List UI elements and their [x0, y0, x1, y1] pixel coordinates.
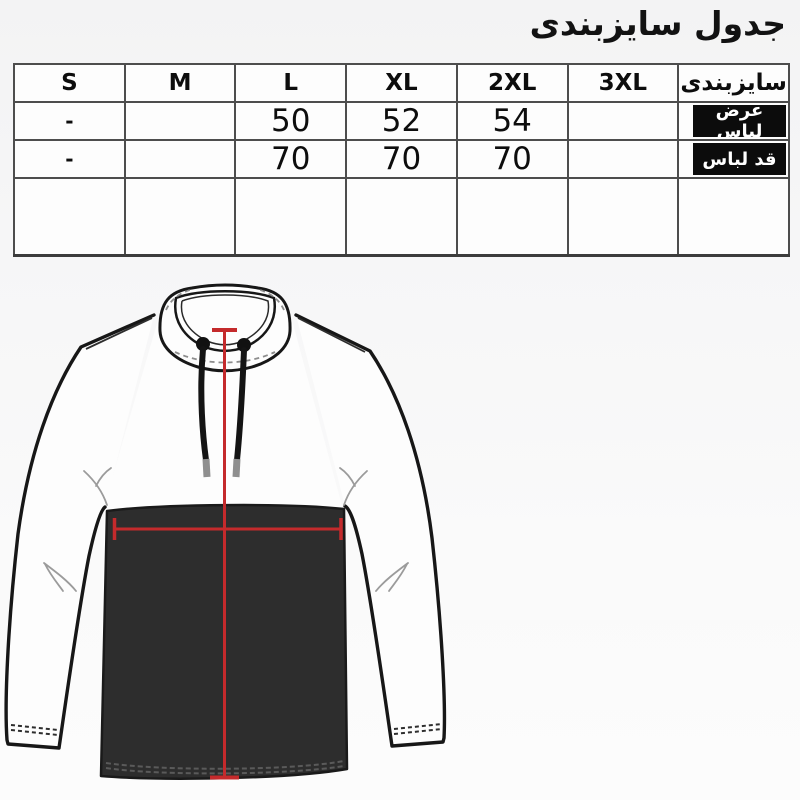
cell-length-xl: 70: [345, 139, 458, 179]
row-label-garment-length: قد لباس: [693, 143, 786, 175]
cell-width-s: -: [13, 101, 126, 141]
cell-width-xl: 52: [345, 101, 458, 141]
cell-width-l: 50: [234, 101, 348, 141]
col-header-sizing: سایزبندی: [677, 63, 790, 103]
cell-width-label: عرض لباس: [677, 101, 790, 141]
col-header-3xl: 3XL: [566, 63, 680, 103]
page-title: جدول سایزبندی: [529, 4, 786, 43]
cell-length-label: قد لباس: [677, 139, 790, 179]
cell-length-3xl: [566, 139, 680, 179]
measurement-lines: [112, 328, 343, 780]
collar-stitch-dashes: [165, 289, 285, 364]
garment-diagram: [0, 263, 460, 800]
cell-length-m: [123, 139, 237, 179]
col-header-s: S: [13, 63, 126, 103]
row-label-garment-width: عرض لباس: [693, 104, 786, 138]
col-header-xl: XL: [345, 63, 458, 103]
table-row-empty: [13, 177, 790, 257]
left-sleeve-outline: [4, 313, 156, 750]
cell-length-s: -: [13, 139, 126, 179]
right-sleeve-outline: [294, 313, 447, 748]
drawstrings: [196, 337, 251, 478]
col-header-l: L: [234, 63, 348, 103]
cell-width-2xl: 54: [455, 101, 569, 141]
col-header-m: M: [123, 63, 237, 103]
right-sleeve-fill: [296, 315, 445, 746]
right-eyelet: [237, 338, 251, 352]
wrinkle-lines: [43, 467, 409, 592]
garment-flat-drawing: [4, 283, 447, 780]
table-row-width: - 50 52 54 عرض لباس: [13, 101, 790, 141]
cell-width-3xl: [566, 101, 680, 141]
cell-width-m: [123, 101, 237, 141]
table-row-length: - 70 70 70 قد لباس: [13, 139, 790, 179]
left-eyelet: [196, 337, 210, 351]
left-sleeve-fill: [6, 315, 154, 748]
left-aglet: [202, 458, 211, 478]
table-header-row: S M L XL 2XL 3XL سایزبندی: [13, 63, 790, 103]
cuff-stitch-lines: [10, 723, 443, 736]
cell-length-l: 70: [234, 139, 348, 179]
left-drawstring-cord: [198, 346, 209, 463]
col-header-2xl: 2XL: [455, 63, 569, 103]
right-aglet: [232, 458, 241, 478]
right-drawstring-cord: [234, 347, 247, 463]
shoulder-seam-lines: [85, 317, 366, 353]
cell-length-2xl: 70: [455, 139, 569, 179]
size-chart-table: S M L XL 2XL 3XL سایزبندی - 50 52 54 عرض…: [13, 63, 790, 257]
